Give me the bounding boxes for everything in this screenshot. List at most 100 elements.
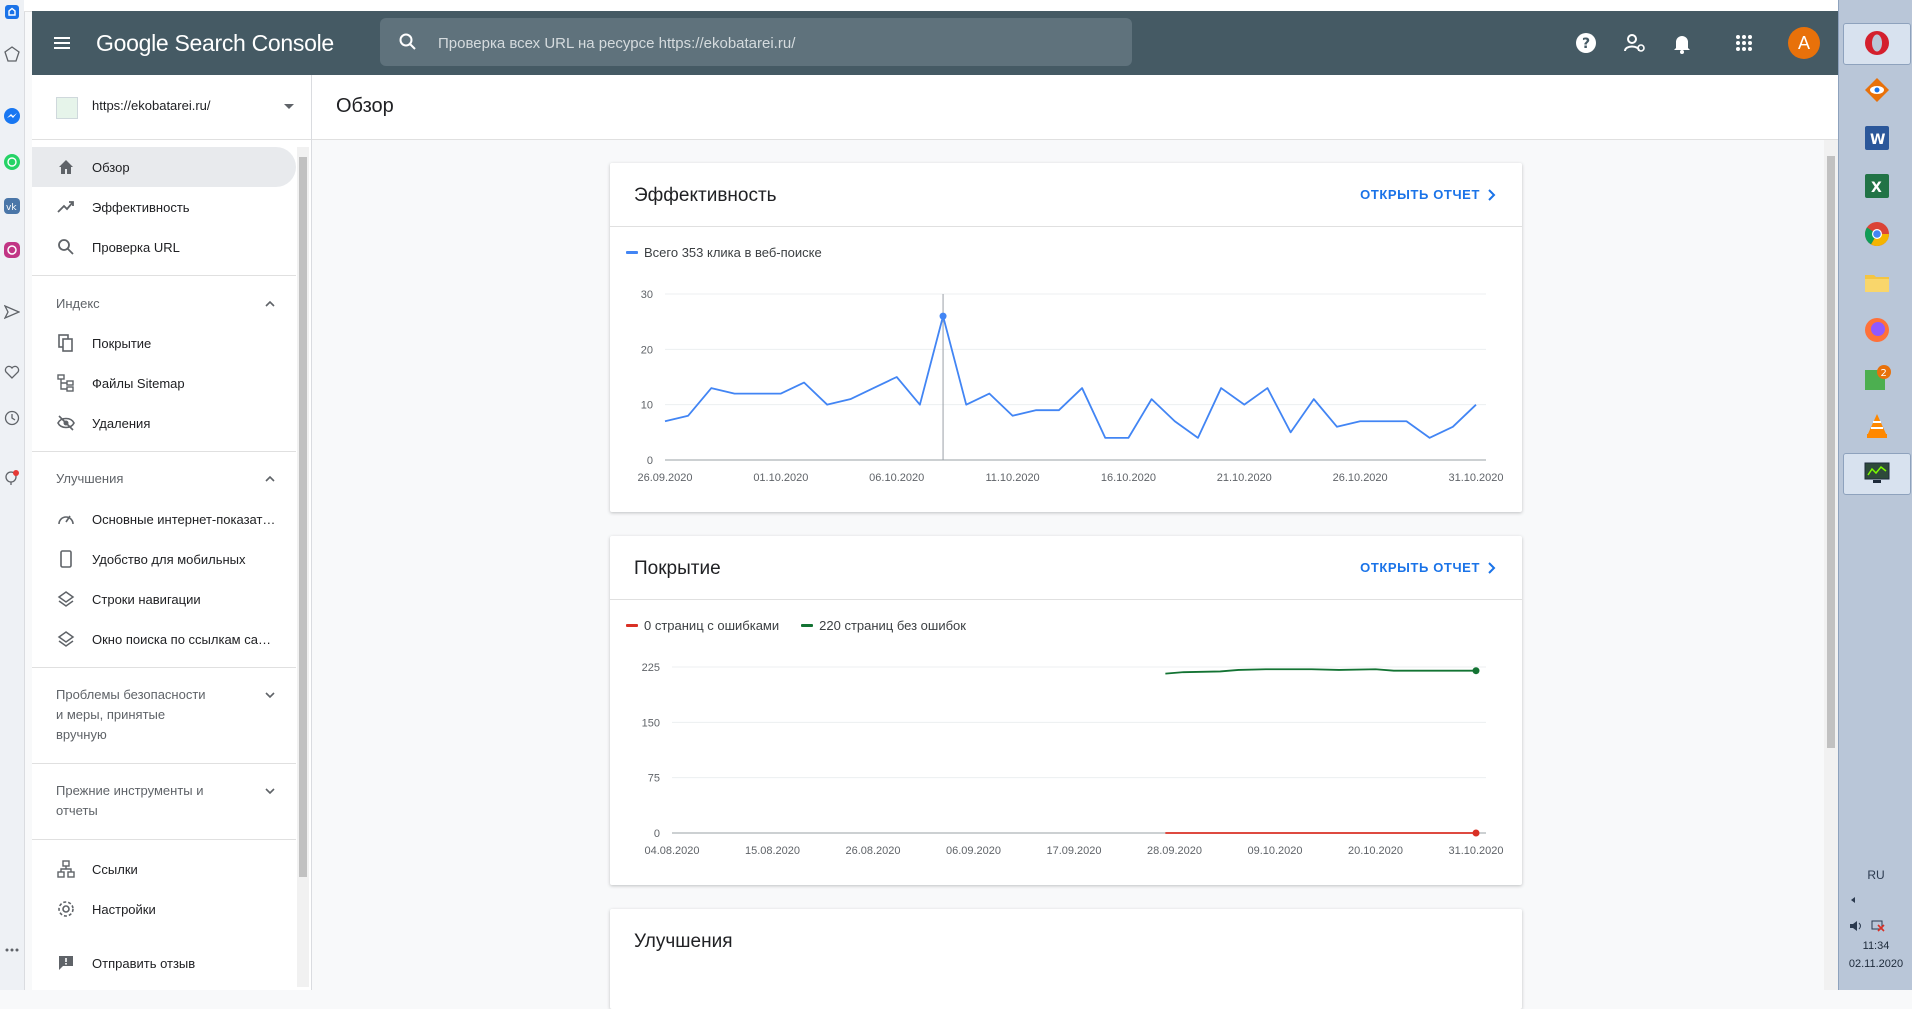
help-icon[interactable]: ? [1574,31,1598,55]
sidebar-item-settings[interactable]: Настройки [32,889,296,929]
search-input[interactable] [436,28,1120,58]
eye-app-icon[interactable] [1861,74,1893,106]
firefox-icon[interactable] [1861,314,1893,346]
sidebar-item-sitemaps[interactable]: Файлы Sitemap [32,363,296,403]
x-tick-label: 28.09.2020 [1147,845,1202,857]
layers-icon [56,629,76,649]
whatsapp-icon[interactable] [2,152,22,172]
y-tick-label: 0 [647,455,653,467]
notifications-bell-icon[interactable] [1670,31,1694,55]
sidebar-item-url-inspection[interactable]: Проверка URL [32,227,296,267]
history-clock-icon[interactable] [2,408,22,428]
sidebar-item-links[interactable]: Ссылки [32,849,296,889]
divider [32,275,296,276]
performance-chart[interactable]: 0 10 20 30 26.09.2020 01.10.2020 06.10.2020 11.… [610,163,1522,512]
open-report-button[interactable]: ОТКРЫТЬ ОТЧЕТ [1360,187,1496,202]
url-inspection-search[interactable] [380,18,1132,66]
settings-gear-icon [56,899,76,919]
manage-users-icon[interactable] [1622,31,1646,55]
messenger-icon[interactable] [2,106,22,126]
volume-icon[interactable] [1849,920,1863,932]
chrome-icon[interactable] [1861,218,1893,250]
opera-icon[interactable] [1861,27,1893,59]
app-logo[interactable]: Google Search Console [96,30,334,56]
vlc-icon[interactable] [1861,410,1893,442]
sidebar-scrollbar[interactable] [297,147,309,987]
more-dots-icon[interactable] [2,940,22,960]
x-tick-label: 06.10.2020 [869,472,924,484]
clock-date[interactable]: 02.11.2020 [1848,958,1904,970]
sidebar-item-label: Отправить отзыв [92,955,196,971]
send-icon[interactable] [2,302,22,322]
section-heading-security[interactable]: Проблемы безопасности и меры, принятые в… [56,685,206,745]
chevron-down-icon[interactable] [264,689,276,701]
sidebar-item-mobile-usability[interactable]: Удобство для мобильных [32,539,296,579]
x-tick-label: 04.08.2020 [644,845,699,857]
sidebar-item-label: Эффективность [92,199,190,215]
sidebar-item-breadcrumbs[interactable]: Строки навигации [32,579,296,619]
chevron-up-icon[interactable] [264,298,276,310]
x-tick-label: 31.10.2020 [1448,472,1503,484]
y-tick-label: 150 [642,717,660,729]
apps-grid-icon[interactable] [1732,31,1756,55]
calculator-notify-icon[interactable]: 2 [1861,362,1893,394]
speed-dial-icon[interactable] [2,44,22,64]
main-scrollbar[interactable] [1824,140,1838,990]
menu-icon[interactable] [50,31,74,55]
legend-item-errors[interactable]: 0 страниц с ошибками [626,618,779,633]
trending-up-icon [56,197,76,217]
sidebar-item-overview[interactable]: Обзор [32,147,296,187]
x-tick-label: 16.10.2020 [1101,472,1156,484]
sidebar-item-label: Обзор [92,159,130,175]
sidebar-item-sitelinks-searchbox[interactable]: Окно поиска по ссылкам сайта [32,619,296,659]
sidebar-item-label: Ссылки [92,861,138,877]
word-icon[interactable]: W [1861,122,1893,154]
tips-bulb-icon[interactable] [2,468,22,488]
sidebar-item-label: Основные интернет-показатели [92,511,277,527]
legend-item-clicks[interactable]: Всего 353 клика в веб-поиске [626,245,822,260]
legend-label: 0 страниц с ошибками [644,618,780,633]
network-disconnected-icon[interactable] [1871,920,1885,932]
folder-icon[interactable] [1861,266,1893,298]
svg-text:?: ? [1582,36,1590,52]
open-report-button[interactable]: ОТКРЫТЬ ОТЧЕТ [1360,560,1496,575]
excel-icon[interactable]: X [1861,170,1893,202]
legend-item-valid[interactable]: 220 страниц без ошибок [801,618,966,633]
instagram-icon[interactable] [2,240,22,260]
sidebar-item-core-web-vitals[interactable]: Основные интернет-показатели [32,499,296,539]
language-indicator[interactable]: RU [1867,868,1885,882]
account-avatar[interactable]: A [1788,27,1820,59]
smartphone-icon [56,549,76,569]
browser-home-icon[interactable] [2,2,22,22]
property-selector[interactable]: https://ekobatarei.ru/ [32,75,311,140]
sitemap-icon [56,373,76,393]
chevron-down-icon[interactable] [264,785,276,797]
y-tick-label: 75 [648,773,660,785]
sidebar-item-label: Удаления [92,415,151,431]
clock-time[interactable]: 11:34 [1862,940,1890,952]
sidebar-item-coverage[interactable]: Покрытие [32,323,296,363]
legend-label: Всего 353 клика в веб-поиске [644,245,822,260]
section-heading-index[interactable]: Индекс [56,296,100,311]
x-tick-label: 26.08.2020 [845,845,900,857]
page-title: Обзор [336,95,394,117]
tray-expand-icon[interactable] [1849,896,1857,904]
legacy-heading-line: Прежние инструменты и [56,783,204,798]
app-header: Google Search Console ? A [32,11,1838,75]
x-tick-label: 15.08.2020 [745,845,800,857]
os-taskbar: W X 2 RU 11:34 02.11.2020 [1838,0,1912,990]
sidebar-item-removals[interactable]: Удаления [32,403,296,443]
sidebar-item-feedback[interactable]: Отправить отзыв [32,943,296,983]
section-heading-legacy[interactable]: Прежние инструменты и отчеты [56,781,204,821]
sidebar-item-performance[interactable]: Эффективность [32,187,296,227]
scrollbar-thumb[interactable] [1827,156,1835,748]
heart-icon[interactable] [2,362,22,382]
file-copy-icon [56,333,76,353]
section-heading-enhancements[interactable]: Улучшения [56,471,124,486]
monitor-app-icon[interactable] [1861,457,1893,489]
chevron-up-icon[interactable] [264,473,276,485]
coverage-chart[interactable]: 0 75 150 225 04.08.2020 15.08.2020 26.08.2020 0… [610,536,1522,885]
legacy-heading-line: отчеты [56,803,98,818]
vk-icon[interactable]: vk [2,196,22,216]
scrollbar-thumb[interactable] [299,157,307,877]
